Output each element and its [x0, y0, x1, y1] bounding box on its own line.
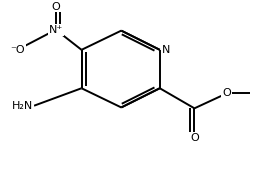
Text: N⁺: N⁺: [49, 25, 63, 35]
Text: ⁻O: ⁻O: [10, 45, 25, 55]
Text: H₂N: H₂N: [12, 101, 33, 111]
Text: O: O: [52, 2, 60, 12]
Text: O: O: [222, 88, 231, 98]
Text: O: O: [190, 133, 199, 143]
Text: N: N: [162, 45, 171, 55]
